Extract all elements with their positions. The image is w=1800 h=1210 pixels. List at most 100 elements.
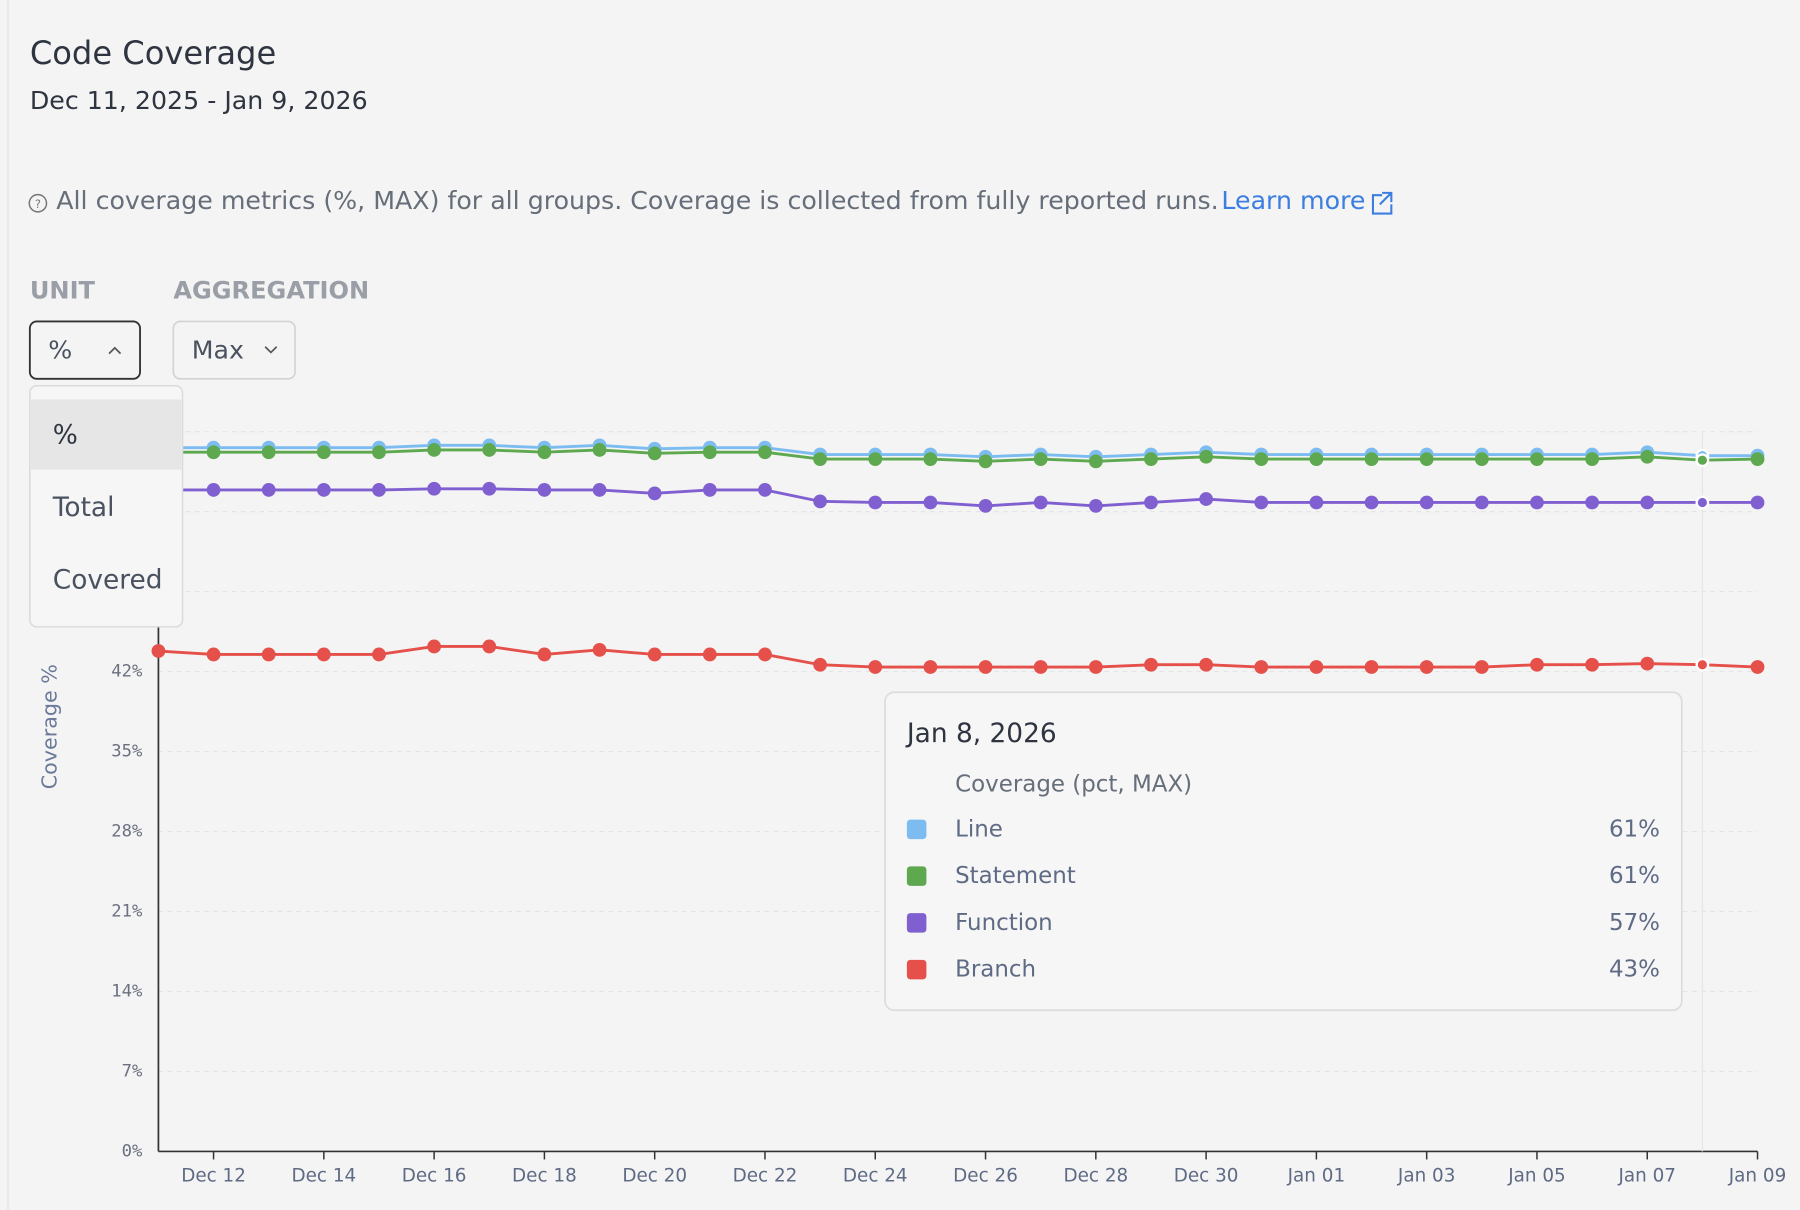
data-point: [1474, 495, 1489, 510]
data-point: [206, 483, 221, 497]
tooltip-value: 61%: [1609, 863, 1660, 889]
data-point: [1144, 452, 1158, 466]
data-point: [1474, 660, 1489, 674]
data-point: [1585, 657, 1599, 672]
data-point: [1695, 453, 1710, 468]
aggregation-select[interactable]: Max: [172, 320, 296, 380]
unit-dropdown: % Total Covered: [29, 384, 184, 628]
data-point: [978, 454, 993, 469]
data-point: [316, 445, 331, 460]
data-point: [813, 494, 828, 509]
data-point: [1199, 492, 1213, 506]
data-point: [1364, 660, 1379, 674]
x-tick-label: Dec 12: [181, 1166, 246, 1187]
data-point: [758, 483, 772, 497]
x-tick-label: Dec 16: [402, 1166, 467, 1187]
legend-label: Branch: [955, 957, 1036, 983]
data-point: [537, 445, 552, 460]
data-point: [316, 647, 331, 662]
unit-select[interactable]: %: [28, 320, 141, 380]
aggregation-label: AGGREGATION: [173, 277, 369, 305]
data-point: [1750, 452, 1765, 466]
data-point: [1033, 495, 1048, 510]
y-tick-label: 21%: [111, 902, 143, 922]
x-tick-label: Dec 30: [1174, 1166, 1239, 1187]
data-point: [1364, 452, 1379, 466]
data-point: [1640, 495, 1655, 510]
legend-label: Statement: [955, 863, 1076, 889]
external-link-icon[interactable]: [1371, 191, 1393, 215]
data-point: [206, 647, 221, 662]
unit-value: %: [48, 335, 72, 364]
data-point: [647, 647, 662, 662]
series-line: [158, 448, 1758, 463]
data-point: [1750, 495, 1765, 510]
data-point: [1695, 495, 1710, 510]
data-point: [813, 657, 828, 672]
learn-more-link[interactable]: Learn more: [1221, 186, 1365, 215]
data-point: [206, 445, 221, 460]
data-point: [151, 644, 166, 658]
data-point: [1364, 495, 1379, 510]
data-point: [372, 445, 386, 460]
data-point: [1309, 660, 1324, 674]
data-point: [702, 483, 717, 497]
data-point: [1474, 452, 1489, 466]
data-point: [1199, 449, 1213, 464]
dropdown-option[interactable]: %: [53, 420, 78, 451]
data-point: [482, 481, 497, 496]
data-point: [482, 443, 497, 457]
data-point: [923, 452, 938, 466]
data-point: [261, 483, 276, 497]
x-tick-label: Dec 24: [843, 1166, 908, 1187]
series-line: [158, 443, 1758, 459]
y-tick-label: 0%: [122, 1141, 143, 1161]
x-tick-label: Dec 26: [953, 1166, 1018, 1187]
tooltip-value: 43%: [1609, 957, 1660, 983]
highlighted-option: [30, 399, 182, 470]
data-point: [868, 452, 883, 466]
data-point: [978, 499, 993, 513]
data-point: [1585, 452, 1599, 466]
tooltip-value: 61%: [1609, 817, 1660, 843]
data-point: [1199, 657, 1213, 672]
tooltip-value: 57%: [1609, 910, 1660, 936]
data-point: [923, 495, 938, 510]
y-axis-label: Coverage %: [38, 664, 62, 789]
data-point: [1530, 452, 1544, 466]
dropdown-option[interactable]: Total: [52, 492, 115, 523]
data-point: [1254, 495, 1269, 510]
legend-label: Function: [955, 910, 1053, 936]
x-tick-label: Jan 07: [1617, 1166, 1675, 1187]
dropdown-option[interactable]: Covered: [53, 564, 163, 595]
data-point: [758, 445, 772, 460]
info-icon: ?: [28, 193, 48, 213]
data-point: [1309, 495, 1324, 510]
data-point: [1419, 452, 1434, 466]
tooltip-box: [884, 691, 1683, 1012]
x-tick-label: Jan 03: [1397, 1166, 1456, 1187]
tooltip-date: Jan 8, 2026: [905, 718, 1057, 749]
legend-swatch: [906, 819, 927, 840]
data-point: [813, 452, 828, 466]
data-point: [1144, 495, 1158, 510]
svg-text:?: ?: [35, 197, 41, 211]
data-point: [316, 483, 331, 497]
data-point: [1530, 495, 1544, 510]
data-point: [1640, 449, 1655, 464]
data-point: [702, 647, 717, 662]
data-point: [592, 483, 607, 497]
data-point: [978, 660, 993, 674]
series-line: [158, 645, 1758, 669]
data-point: [702, 445, 717, 460]
data-point: [592, 443, 607, 457]
data-point: [1640, 656, 1655, 671]
data-point: [1530, 657, 1544, 672]
data-point: [372, 647, 386, 662]
y-tick-label: 7%: [122, 1061, 143, 1081]
date-range: Dec 11, 2025 - Jan 9, 2026: [30, 86, 368, 115]
data-point: [868, 495, 883, 510]
